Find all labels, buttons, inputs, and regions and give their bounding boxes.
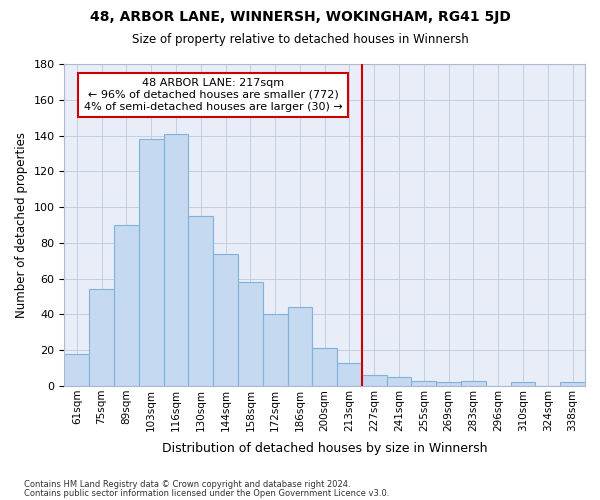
- Bar: [188, 216, 213, 386]
- Y-axis label: Number of detached properties: Number of detached properties: [15, 132, 28, 318]
- Bar: [89, 290, 114, 386]
- Text: 48 ARBOR LANE: 217sqm
← 96% of detached houses are smaller (772)
4% of semi-deta: 48 ARBOR LANE: 217sqm ← 96% of detached …: [84, 78, 343, 112]
- Bar: [362, 376, 386, 386]
- Text: Contains HM Land Registry data © Crown copyright and database right 2024.: Contains HM Land Registry data © Crown c…: [24, 480, 350, 489]
- Bar: [461, 380, 486, 386]
- Bar: [238, 282, 263, 386]
- Bar: [114, 225, 139, 386]
- Bar: [139, 139, 164, 386]
- Bar: [213, 254, 238, 386]
- Text: Contains public sector information licensed under the Open Government Licence v3: Contains public sector information licen…: [24, 489, 389, 498]
- Text: 48, ARBOR LANE, WINNERSH, WOKINGHAM, RG41 5JD: 48, ARBOR LANE, WINNERSH, WOKINGHAM, RG4…: [89, 10, 511, 24]
- Bar: [337, 362, 362, 386]
- Bar: [511, 382, 535, 386]
- Bar: [412, 380, 436, 386]
- Text: Size of property relative to detached houses in Winnersh: Size of property relative to detached ho…: [131, 32, 469, 46]
- Bar: [313, 348, 337, 386]
- Bar: [263, 314, 287, 386]
- Bar: [386, 377, 412, 386]
- X-axis label: Distribution of detached houses by size in Winnersh: Distribution of detached houses by size …: [162, 442, 487, 455]
- Bar: [560, 382, 585, 386]
- Bar: [436, 382, 461, 386]
- Bar: [164, 134, 188, 386]
- Bar: [287, 308, 313, 386]
- Bar: [64, 354, 89, 386]
